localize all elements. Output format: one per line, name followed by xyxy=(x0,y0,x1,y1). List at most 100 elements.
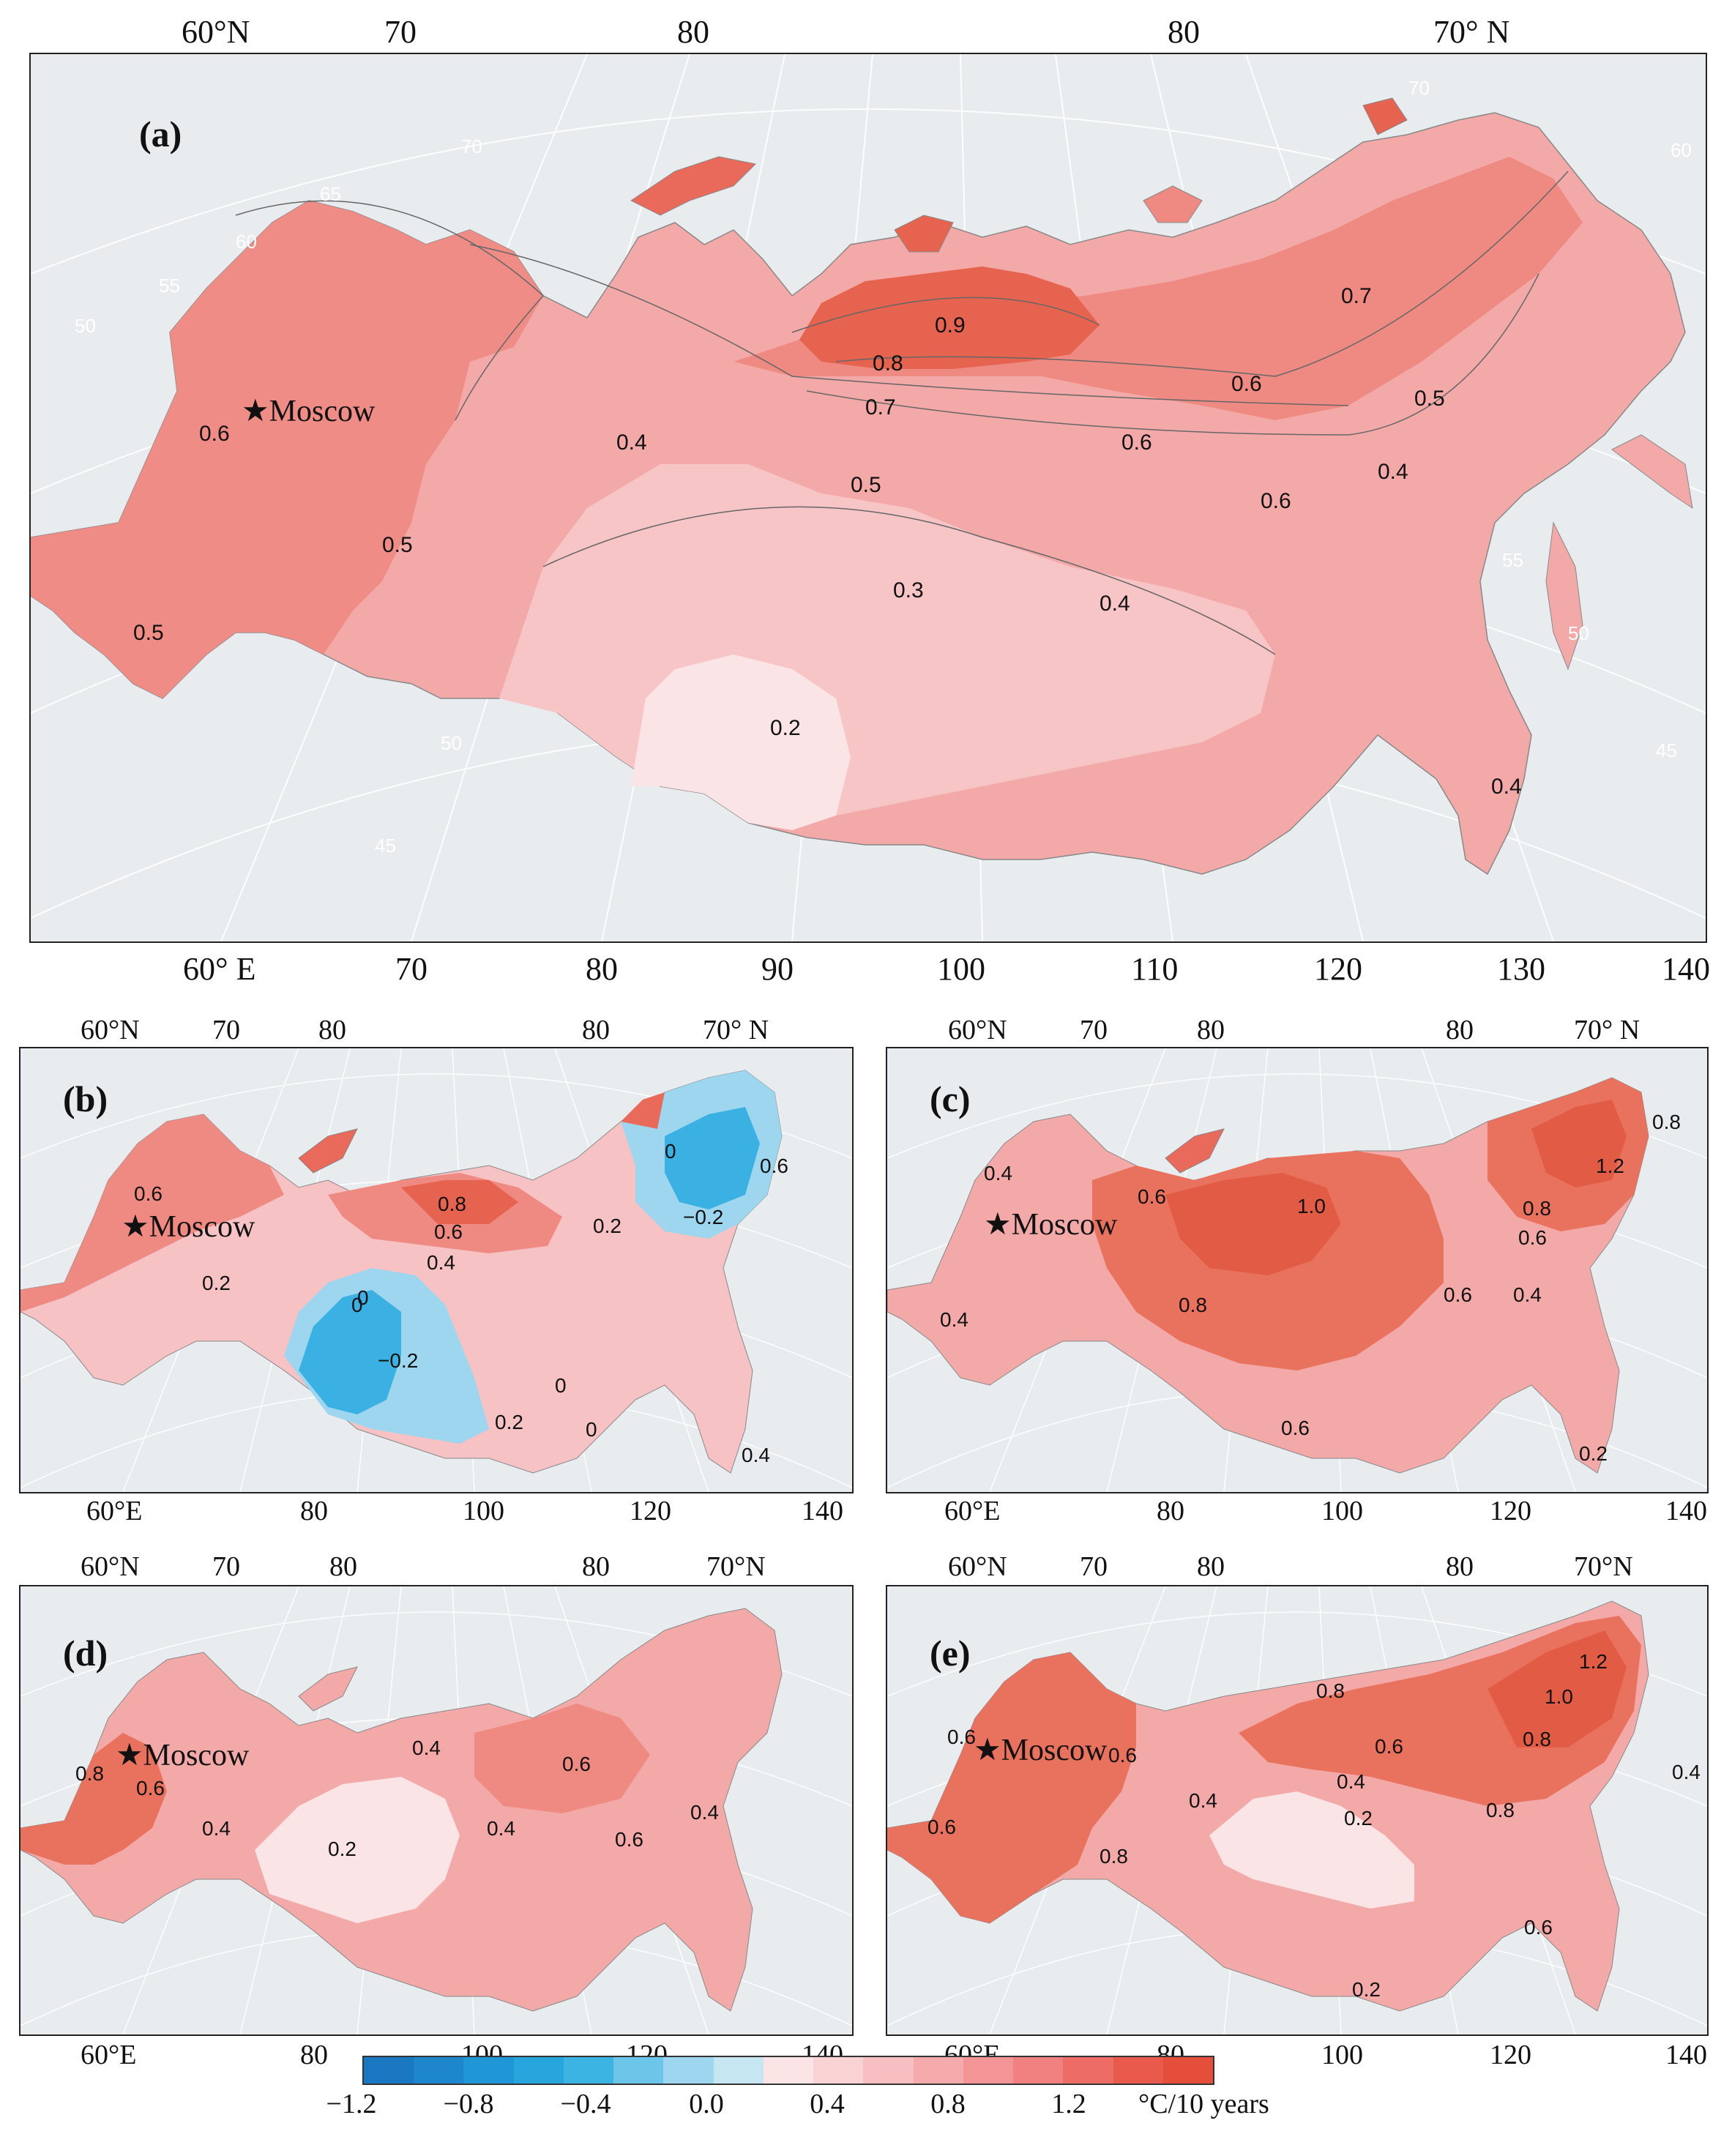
colorbar-swatch-8 xyxy=(713,2057,764,2084)
panel-b-top-label-4: 80 xyxy=(582,1015,610,1045)
panel-e-region-ne-max xyxy=(1487,1630,1627,1747)
panel-b-contour-label-12: −0.2 xyxy=(378,1349,418,1372)
panel-a-moscow-label: ★Moscow xyxy=(242,395,376,428)
colorbar-unit: °C/10 years xyxy=(1138,2089,1269,2119)
panel-c-region-ne-max xyxy=(1531,1100,1627,1187)
colorbar-swatch-12 xyxy=(913,2057,963,2084)
panel-d-top-label-2: 70 xyxy=(212,1551,240,1582)
colorbar-swatch-6 xyxy=(613,2057,664,2084)
colorbar-swatch-15 xyxy=(1063,2057,1113,2084)
panel-b-bottom-label-4: 120 xyxy=(630,1496,671,1526)
panel-c-bottom-label-3: 100 xyxy=(1321,1496,1363,1526)
panel-e-contour-label-9: 0.2 xyxy=(1344,1807,1373,1829)
panel-a-grid-label-9: 50 xyxy=(1568,622,1589,644)
colorbar-tick-2: −0.8 xyxy=(443,2089,494,2119)
colorbar-swatch-14 xyxy=(1013,2057,1064,2084)
panel-a-top-label-2: 70 xyxy=(384,14,417,50)
panel-c-bottom-label-4: 120 xyxy=(1490,1496,1531,1526)
panel-e-bottom-label-5: 140 xyxy=(1665,2040,1707,2070)
panel-a-contour-label-15: 0.4 xyxy=(1378,460,1408,484)
panel-c-contour-label-3: 1.0 xyxy=(1297,1195,1326,1217)
panel-b-contour-label-16: 0.4 xyxy=(742,1444,770,1466)
panel-a-grid-label-6: 70 xyxy=(1408,77,1430,99)
colorbar-swatch-17 xyxy=(1162,2057,1213,2084)
panel-a-contour-label-17: 0.3 xyxy=(893,578,924,603)
panel-d-top-label-3: 80 xyxy=(329,1551,357,1582)
panel-d-contour-label-3: 0.4 xyxy=(202,1817,231,1840)
panel-c-region-center-max xyxy=(1165,1173,1341,1275)
panel-e-moscow-label: ★Moscow xyxy=(974,1734,1108,1767)
colorbar-tick-7: 1.2 xyxy=(1051,2089,1086,2119)
panel-a-contour-label-16: 0.4 xyxy=(1491,775,1522,799)
panel-e-top-label-5: 70°N xyxy=(1574,1551,1633,1582)
panel-a-contour-label-10: 0.5 xyxy=(382,533,413,557)
panel-c-contour-label-4: 0.8 xyxy=(1652,1111,1681,1133)
panel-a-contour-label-4: 0.7 xyxy=(1341,284,1372,308)
colorbar-tick-5: 0.4 xyxy=(810,2089,845,2119)
colorbar-swatch-16 xyxy=(1113,2057,1163,2084)
panel-d-top-label-5: 70°N xyxy=(706,1551,766,1582)
panel-c-island xyxy=(1165,1128,1225,1174)
panel-d-contour-label-7: 0.6 xyxy=(615,1828,643,1851)
panel-d-top-label-1: 60°N xyxy=(81,1551,140,1582)
panel-b-contour-label-3: 0.6 xyxy=(434,1220,463,1243)
panel-a-bottom-label-7: 120 xyxy=(1314,951,1362,987)
panel-b-svg: 0.6 0.8 0.6 0.4 0.2 0.2 0 0 0.6 −0.2 0 −… xyxy=(20,1048,852,1492)
panel-d-region-min xyxy=(255,1777,460,1923)
panel-d-contour-label-8: 0.2 xyxy=(328,1838,357,1860)
panel-b-top-label-5: 70° N xyxy=(703,1015,769,1045)
panel-b-top-label-2: 70 xyxy=(212,1015,240,1045)
panel-c-contour-label-12: 0.4 xyxy=(940,1308,968,1331)
panel-e-contour-label-3: 0.6 xyxy=(927,1816,956,1838)
colorbar-swatch-7 xyxy=(663,2057,714,2084)
panel-c-letter: (c) xyxy=(930,1078,971,1119)
panel-a-sakhalin xyxy=(1545,521,1583,671)
colorbar-swatch-5 xyxy=(563,2057,614,2084)
panel-e-contour-label-8: 0.4 xyxy=(1337,1770,1365,1793)
panel-e-contour-label-14: 0.4 xyxy=(1672,1761,1701,1783)
panel-a-contour-label-5: 0.6 xyxy=(199,422,230,446)
panel-a-contour-label-6: 0.6 xyxy=(1231,372,1262,396)
panel-c-top-label-5: 70° N xyxy=(1574,1015,1640,1045)
panel-a-island-wrangel xyxy=(1362,97,1408,135)
panel-d-map: 0.8 0.6 0.4 0.4 0.6 0.4 0.6 0.2 0.4 (d) … xyxy=(19,1585,854,2036)
panel-c-contour-label-5: 1.2 xyxy=(1596,1155,1624,1177)
panel-b-bottom-label-3: 100 xyxy=(463,1496,504,1526)
panel-c-contour-label-9: 0.6 xyxy=(1444,1283,1472,1306)
panel-c-contour-label-10: 0.8 xyxy=(1179,1294,1207,1316)
panel-b-region-west xyxy=(20,1114,284,1312)
panel-b-map: 0.6 0.8 0.6 0.4 0.2 0.2 0 0 0.6 −0.2 0 −… xyxy=(19,1047,854,1493)
panel-d-contour-label-5: 0.6 xyxy=(562,1753,591,1775)
panel-b-region-cold-sw-core xyxy=(299,1290,401,1414)
panel-b-contour-label-10: −0.2 xyxy=(683,1206,723,1228)
panel-a-grid-label-2: 65 xyxy=(320,183,341,205)
panel-a-grid-label-3: 60 xyxy=(236,231,257,253)
colorbar xyxy=(362,2056,1214,2085)
panel-a-bottom-label-6: 110 xyxy=(1131,951,1179,987)
panel-a-contour-label-3: 0.7 xyxy=(865,395,896,419)
panel-a-map: 0.9 0.8 0.7 0.7 0.6 0.6 0.6 0.6 0.5 0.5 … xyxy=(29,53,1707,943)
panel-b-letter: (b) xyxy=(63,1078,108,1119)
panel-b-contour-label-15: 0 xyxy=(351,1294,363,1316)
panel-a-contour-label-11: 0.5 xyxy=(133,621,164,645)
panel-b-contour-label-4: 0.4 xyxy=(427,1251,455,1274)
panel-e-contour-label-7: 0.6 xyxy=(1375,1735,1403,1758)
colorbar-swatch-1 xyxy=(364,2057,414,2084)
panel-c-map: 0.4 0.6 1.0 0.8 1.2 0.8 0.6 0.4 0.6 0.8 … xyxy=(886,1047,1709,1493)
panel-d-contour-label-1: 0.8 xyxy=(75,1762,104,1785)
panel-b-region-cold-ne-core xyxy=(665,1107,760,1209)
panel-b-contour-label-11: 0 xyxy=(555,1374,567,1397)
panel-a-island-severnaya xyxy=(894,215,954,253)
panel-e-contour-label-11: 1.2 xyxy=(1579,1650,1608,1673)
panel-b-island-2 xyxy=(298,1128,358,1174)
panel-a-top-label-3: 80 xyxy=(677,14,709,50)
panel-c-bottom-label-5: 140 xyxy=(1665,1496,1707,1526)
panel-a-grid-label-8: 55 xyxy=(1502,549,1523,571)
panel-a-contour-label-12: 0.5 xyxy=(1414,387,1445,411)
colorbar-swatch-10 xyxy=(813,2057,864,2084)
panel-a-grid-label-12: 45 xyxy=(375,835,396,857)
panel-d-top-label-4: 80 xyxy=(582,1551,610,1582)
panel-b-moscow-label: ★Moscow xyxy=(122,1210,255,1244)
panel-a-contour-label-9: 0.5 xyxy=(851,473,881,497)
panel-e-top-label-3: 80 xyxy=(1197,1551,1225,1582)
